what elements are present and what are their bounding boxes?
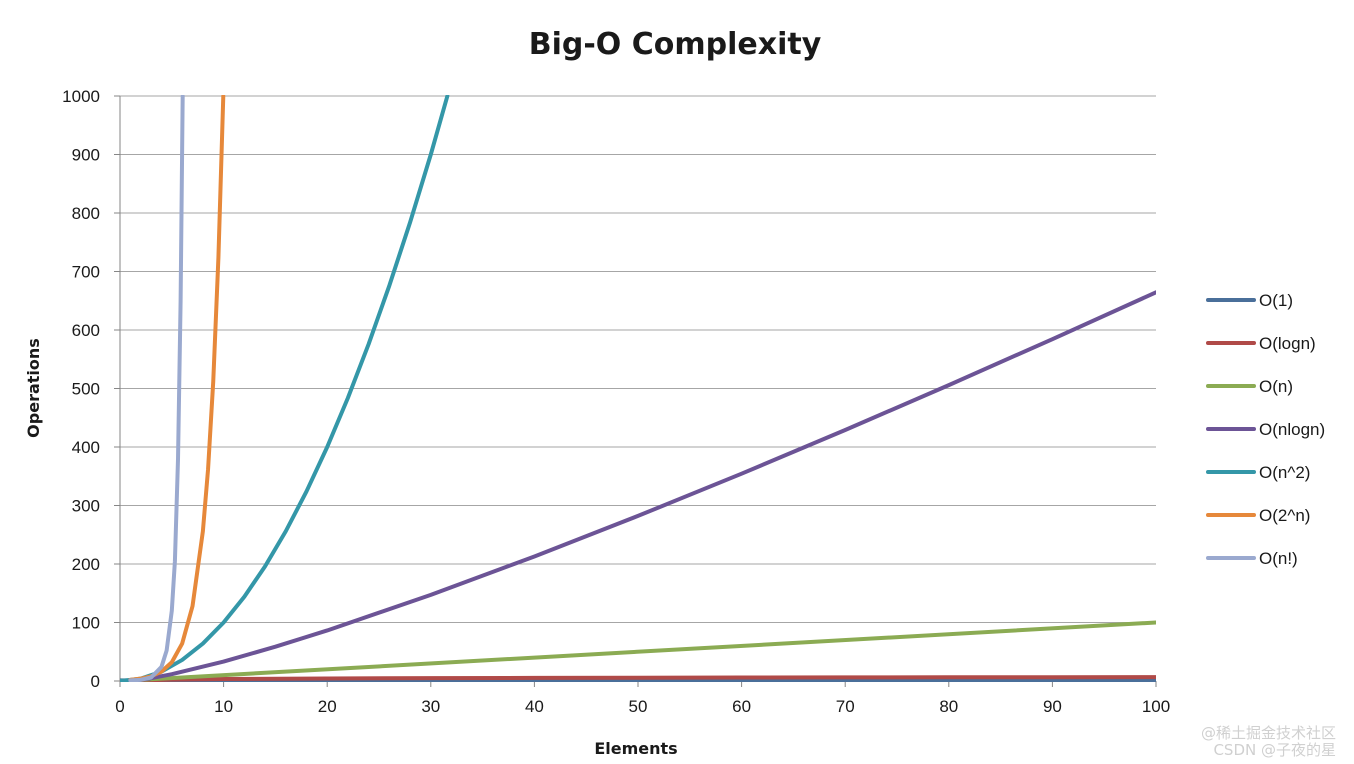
legend-label: O(n) [1259,377,1293,396]
y-tick-label-1: 100 [72,614,100,633]
x-tick-label-9: 90 [1043,697,1062,716]
series-line-o-n-2 [120,95,450,682]
y-tick-label-5: 500 [72,380,100,399]
series-line-o-nlogn [128,290,1156,682]
x-tick-label-10: 100 [1142,697,1170,716]
series-line-o-n [128,95,185,682]
series-line-o-n [120,620,1156,682]
legend-item-o-2-n: O(2^n) [1206,506,1310,525]
y-axis-label: Operations [24,338,43,438]
x-tick-label-4: 40 [525,697,544,716]
legend-label: O(n!) [1259,549,1298,568]
y-tick-label-4: 400 [72,438,100,457]
y-tick-label-3: 300 [72,497,100,516]
y-tick-label-8: 800 [72,204,100,223]
legend-label: O(n^2) [1259,463,1310,482]
watermark-line1: @稀土掘金技术社区 [1201,724,1336,742]
legend-label: O(nlogn) [1259,420,1325,439]
chart-title: Big-O Complexity [529,27,822,62]
legend-item-o-1: O(1) [1206,291,1293,310]
x-tick-label-1: 10 [214,697,233,716]
legend-label: O(1) [1259,291,1293,310]
legend-label: O(logn) [1259,334,1316,353]
series-line-o-2-n [128,95,226,682]
legend-item-o-n: O(n) [1206,377,1293,396]
legend-item-o-nlogn: O(nlogn) [1206,420,1325,439]
x-tick-label-5: 50 [629,697,648,716]
axes [114,95,1157,687]
tick-labels: 0 100 200 300 400 500 600 700 800 900 1000 0 10 20 30 4… [62,87,1170,716]
legend-item-o-logn: O(logn) [1206,334,1316,353]
y-tick-label-6: 600 [72,321,100,340]
watermark-line2: CSDN @子夜的星 [1213,741,1336,759]
y-tick-label-7: 700 [72,263,100,282]
legend: O(1) O(logn) O(n) O(nlogn) O(n^2) O(2^n) O(n!) [1206,291,1325,568]
y-tick-label-2: 200 [72,555,100,574]
legend-item-o-n: O(n!) [1206,549,1298,568]
legend-item-o-n-2: O(n^2) [1206,463,1310,482]
y-tick-label-0: 0 [91,672,100,691]
x-tick-label-7: 70 [836,697,855,716]
series-lines [120,95,1156,682]
y-tick-label-9: 900 [72,146,100,165]
x-axis-label: Elements [594,739,677,758]
gridlines [120,95,1156,623]
x-tick-label-6: 60 [732,697,751,716]
legend-label: O(2^n) [1259,506,1310,525]
x-tick-label-3: 30 [421,697,440,716]
y-tick-label-10: 1000 [62,87,100,106]
x-tick-label-2: 20 [318,697,337,716]
x-tick-label-8: 80 [939,697,958,716]
x-tick-label-0: 0 [115,697,124,716]
